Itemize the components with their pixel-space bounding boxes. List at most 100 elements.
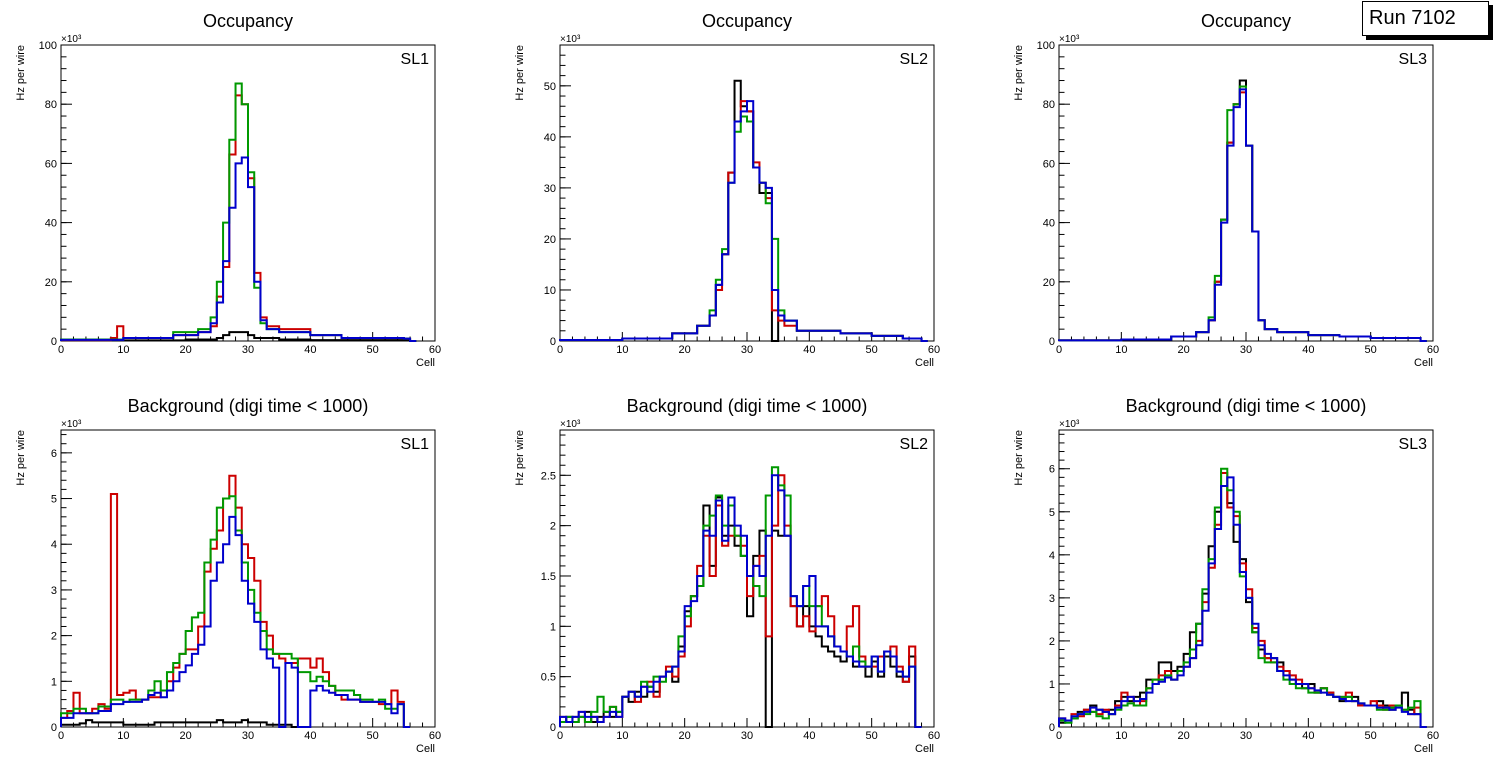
y-tick-label: 40: [544, 132, 556, 144]
y-tick-label: 0: [550, 336, 556, 348]
x-tick-label: 20: [180, 344, 192, 356]
series-blue: [1058, 476, 1427, 728]
y-tick-label: 2: [51, 631, 57, 643]
y-tick-label: 0: [51, 722, 57, 734]
x-tick-label: 10: [1115, 344, 1127, 356]
superlayer-label: SL1: [401, 436, 430, 453]
x-tick-label: 10: [616, 344, 628, 356]
y-tick-label: 100: [39, 40, 57, 52]
y-axis-exponent: ×10³: [1059, 34, 1080, 45]
chart-panel-6: Background (digi time < 1000) SL3 Cell Hz p…: [1013, 396, 1439, 755]
x-tick-label: 30: [242, 730, 254, 742]
y-tick-label: 100: [1037, 40, 1055, 52]
y-tick-label: 50: [544, 81, 556, 93]
x-axis-label: Cell: [1414, 743, 1433, 755]
chart-title: Occupancy: [203, 11, 293, 31]
x-tick-label: 40: [1302, 730, 1314, 742]
y-tick-label: 20: [544, 234, 556, 246]
chart-panel-3: Occupancy SL3 Cell Hz per wire ×10³ 0 10 20 30 40…: [1013, 11, 1439, 369]
x-tick-label: 40: [1302, 344, 1314, 356]
y-axis-exponent: ×10³: [61, 34, 82, 45]
y-axis-label: Hz per wire: [514, 430, 526, 486]
x-tick-label: 0: [557, 730, 563, 742]
plot-frame: [60, 44, 436, 342]
y-tick-label: 40: [45, 218, 57, 230]
x-tick-label: 20: [679, 344, 691, 356]
x-tick-label: 30: [1240, 344, 1252, 356]
x-tick-label: 40: [304, 730, 316, 742]
x-tick-label: 60: [928, 730, 940, 742]
x-axis-label: Cell: [416, 743, 435, 755]
y-tick-label: 2.5: [541, 470, 556, 482]
y-tick-label: 6: [1049, 464, 1055, 476]
series-red: [1058, 91, 1427, 342]
series-red: [559, 100, 928, 342]
run-label: Run 7102: [1369, 7, 1456, 29]
superlayer-label: SL2: [900, 436, 929, 453]
chart-title: Occupancy: [1201, 11, 1291, 31]
x-tick-label: 40: [304, 344, 316, 356]
x-tick-label: 20: [1178, 730, 1190, 742]
series-black: [60, 719, 298, 728]
x-tick-label: 0: [1056, 344, 1062, 356]
series-blue: [559, 474, 922, 728]
y-tick-label: 10: [544, 285, 556, 297]
x-axis-label: Cell: [1414, 357, 1433, 369]
y-tick-label: 0: [51, 336, 57, 348]
x-tick-label: 40: [803, 730, 815, 742]
x-tick-label: 50: [1365, 344, 1377, 356]
x-tick-label: 30: [1240, 730, 1252, 742]
y-tick-label: 40: [1043, 218, 1055, 230]
x-tick-label: 20: [1178, 344, 1190, 356]
y-axis-label: Hz per wire: [1013, 430, 1025, 486]
y-axis-exponent: ×10³: [61, 419, 82, 430]
x-tick-label: 0: [557, 344, 563, 356]
run-label-box: Run 7102: [1362, 1, 1489, 36]
y-tick-label: 3: [51, 585, 57, 597]
chart-title: Background (digi time < 1000): [1126, 396, 1367, 416]
x-tick-label: 20: [679, 730, 691, 742]
chart-panel-5: Background (digi time < 1000) SL2 Cell Hz p…: [514, 396, 940, 755]
chart-panel-4: Background (digi time < 1000) SL1 Cell Hz p…: [15, 396, 441, 755]
series-red: [559, 474, 922, 728]
y-tick-label: 4: [1049, 550, 1055, 562]
series-black: [1058, 79, 1427, 342]
y-tick-label: 4: [51, 539, 57, 551]
y-tick-label: 1: [51, 676, 57, 688]
chart-title: Background (digi time < 1000): [128, 396, 369, 416]
y-axis-exponent: ×10³: [560, 419, 581, 430]
y-axis-label: Hz per wire: [15, 45, 27, 101]
y-tick-label: 0: [550, 722, 556, 734]
series-red: [1058, 472, 1427, 728]
y-tick-label: 60: [1043, 158, 1055, 170]
series-black: [60, 331, 417, 342]
y-tick-label: 5: [51, 494, 57, 506]
y-tick-label: 30: [544, 183, 556, 195]
x-tick-label: 60: [429, 730, 441, 742]
x-tick-label: 50: [866, 730, 878, 742]
x-tick-label: 60: [1427, 730, 1439, 742]
superlayer-label: SL3: [1399, 436, 1428, 453]
y-tick-label: 3: [1049, 593, 1055, 605]
y-tick-label: 20: [45, 277, 57, 289]
chart-title: Occupancy: [702, 11, 792, 31]
x-axis-label: Cell: [416, 357, 435, 369]
y-tick-label: 20: [1043, 277, 1055, 289]
y-tick-label: 0.5: [541, 672, 556, 684]
y-tick-label: 6: [51, 448, 57, 460]
series-green: [60, 82, 417, 342]
x-tick-label: 60: [1427, 344, 1439, 356]
y-axis-exponent: ×10³: [560, 34, 581, 45]
y-tick-label: 1.5: [541, 571, 556, 583]
x-tick-label: 10: [1115, 730, 1127, 742]
y-axis-label: Hz per wire: [1013, 45, 1025, 101]
superlayer-label: SL3: [1399, 51, 1428, 68]
series-red: [60, 94, 417, 342]
superlayer-label: SL2: [900, 51, 929, 68]
x-tick-label: 10: [616, 730, 628, 742]
x-tick-label: 40: [803, 344, 815, 356]
x-tick-label: 30: [741, 730, 753, 742]
chart-title: Background (digi time < 1000): [627, 396, 868, 416]
x-tick-label: 0: [58, 344, 64, 356]
series-blue: [559, 100, 928, 342]
